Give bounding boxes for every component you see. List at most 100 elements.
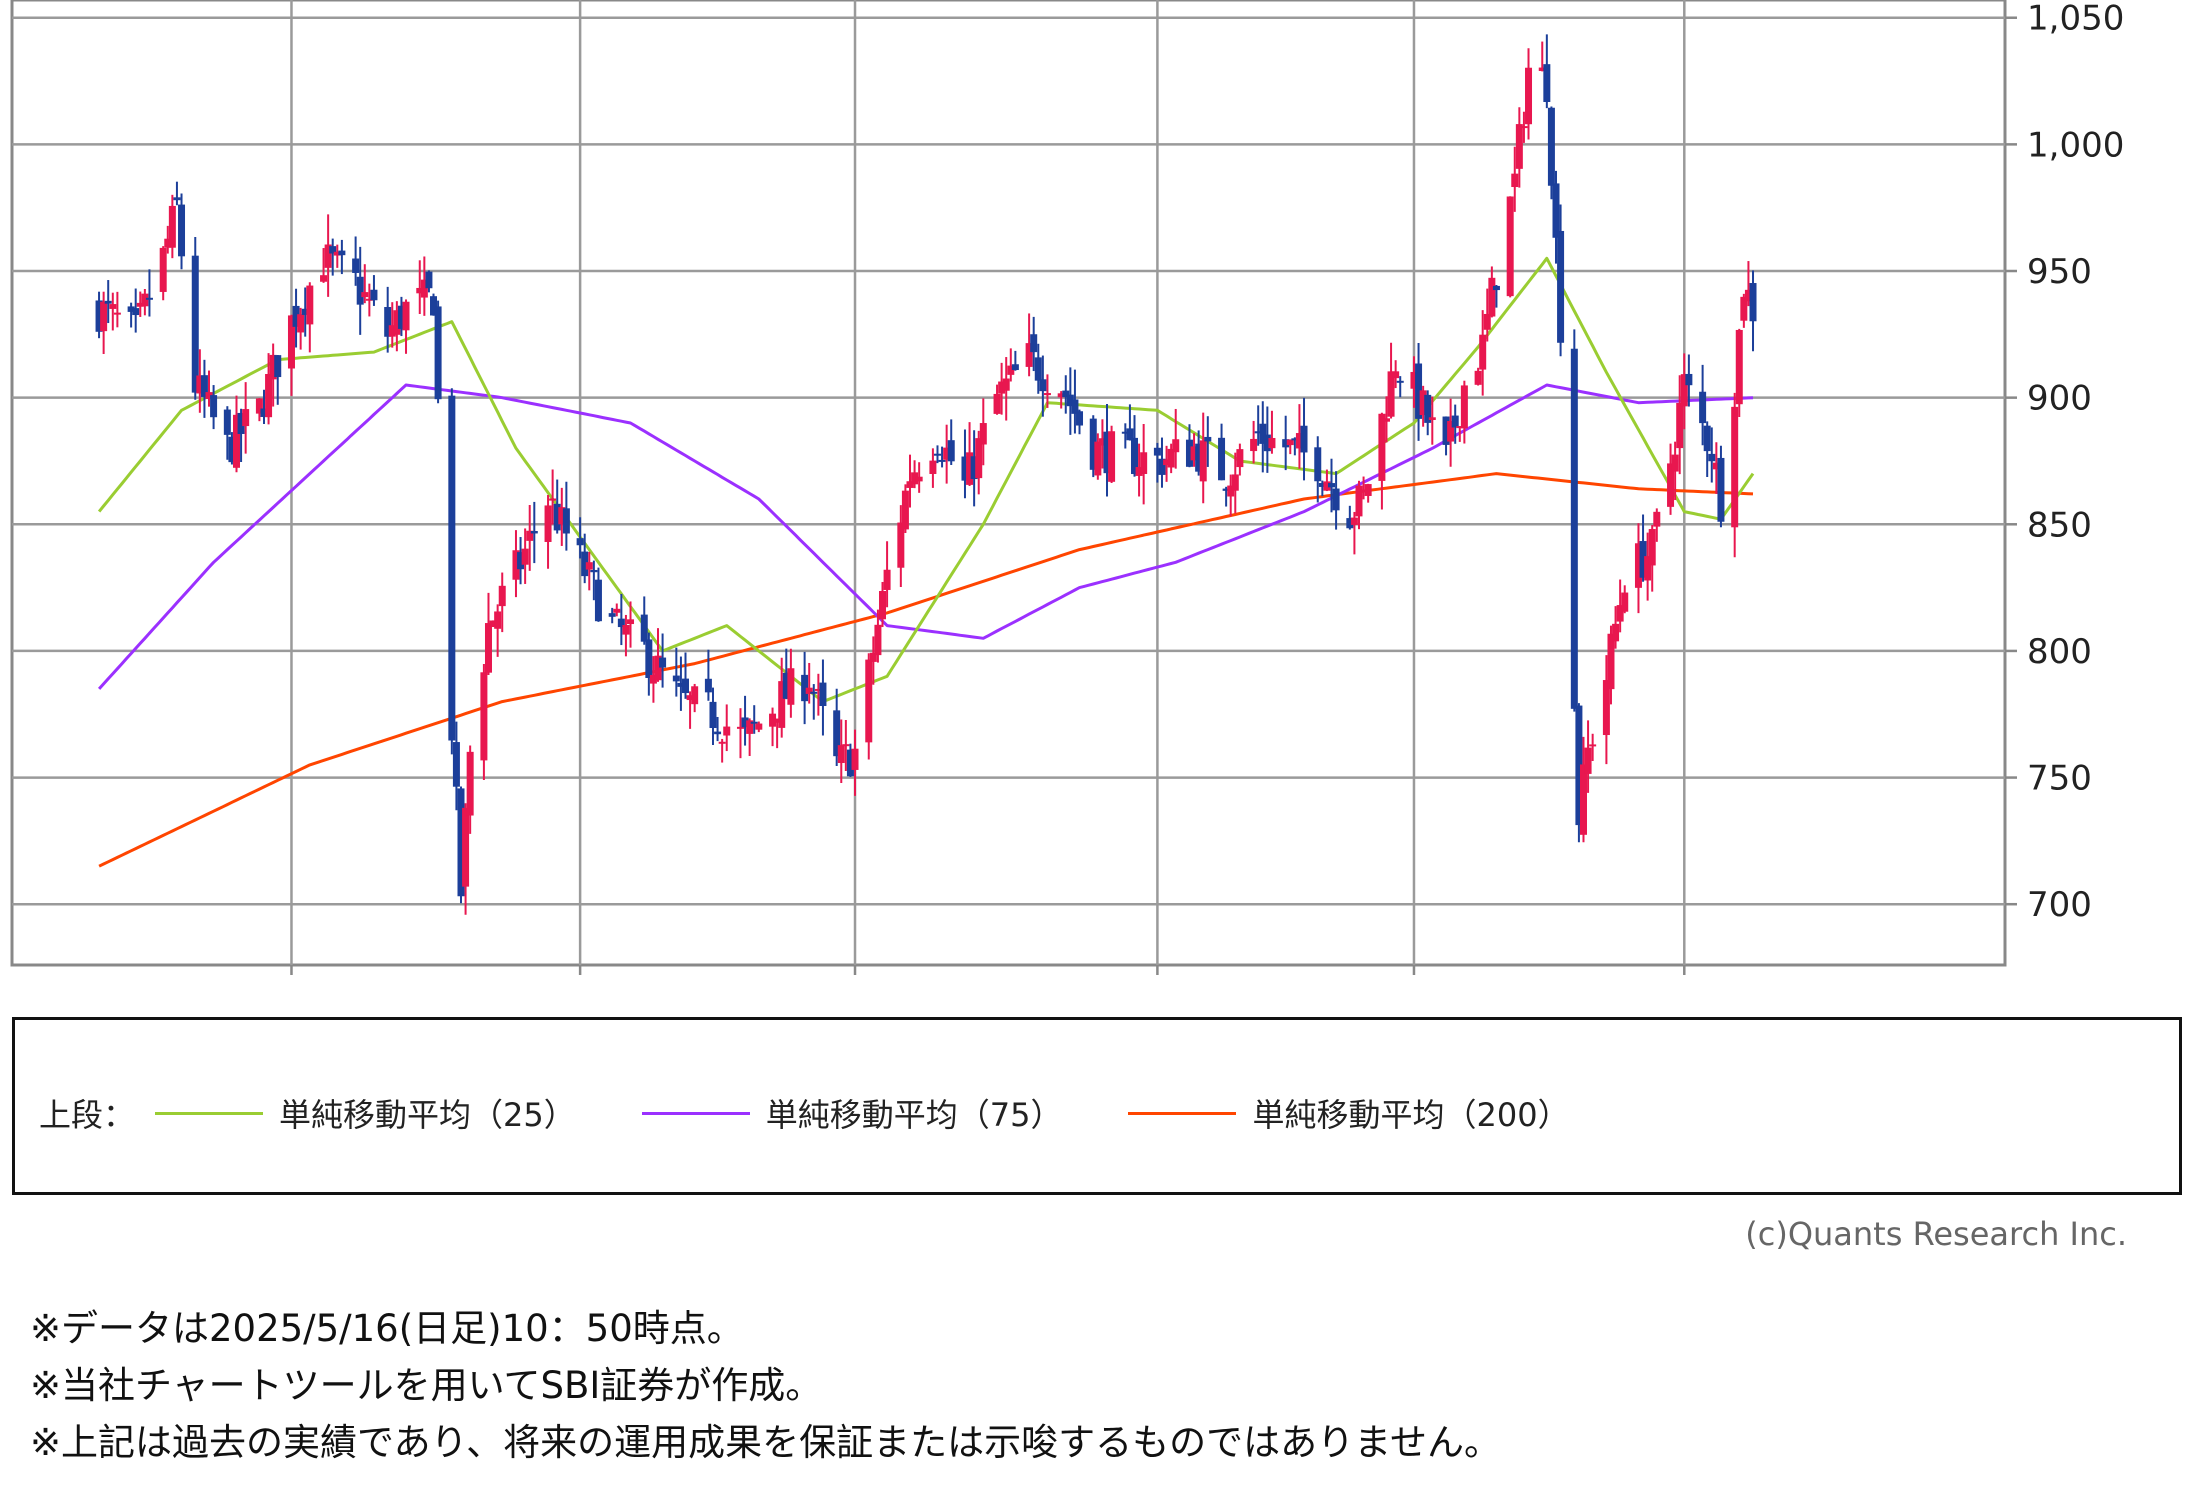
candle-body [943, 447, 951, 460]
candle-body [242, 409, 250, 427]
candle-body [1199, 440, 1207, 482]
ma25-line [97, 256, 1755, 704]
candle-body [617, 618, 625, 628]
legend-item-ma25: 単純移動平均（25） [155, 1090, 576, 1136]
candle-body [778, 681, 786, 728]
candle-body [113, 312, 121, 315]
candle-body [723, 726, 731, 736]
candle-body [494, 611, 502, 629]
candle-body [1602, 680, 1610, 736]
candle-body [1538, 67, 1546, 71]
note-disclaimer: ※上記は過去の実績であり、将来の運用成果を保証または示唆するものではありません。 [30, 1421, 1502, 1464]
candle-body [416, 287, 424, 294]
candle-body [159, 247, 167, 292]
candle-body [1680, 374, 1688, 407]
candle-body [1236, 449, 1244, 468]
candle-body [750, 721, 758, 724]
candle-body [1442, 416, 1450, 445]
candle-body [1360, 489, 1368, 492]
candle-body [549, 498, 557, 501]
candle-body [906, 481, 914, 488]
candle-body [1025, 343, 1033, 367]
candle-body [1515, 124, 1523, 169]
candle-body [1263, 434, 1271, 452]
candle-body [773, 718, 781, 723]
candle-body [810, 691, 818, 694]
candle-body [1057, 393, 1065, 398]
candle-body [1218, 437, 1226, 481]
candle-body [1410, 371, 1418, 389]
candle-body [1172, 439, 1180, 453]
y-axis: 700 750 800 850 900 950 1,000 1,050 [2005, 0, 2124, 925]
price-chart: 700 750 800 850 900 950 1,000 1,050 2024/72024/… [10, 0, 2124, 975]
candle-body [1231, 474, 1239, 491]
candle-body [1158, 458, 1166, 475]
candle-body [420, 279, 428, 298]
candle-body [530, 530, 538, 534]
candle-body [883, 569, 891, 590]
candle-body [1671, 454, 1679, 472]
candle-body [594, 579, 602, 622]
candle-body [1520, 126, 1528, 129]
candle-body [484, 623, 492, 673]
candle-body [814, 688, 822, 691]
candle-body [95, 300, 103, 332]
candle-body [480, 672, 488, 761]
candle-body [865, 659, 873, 743]
candle-body [1007, 365, 1015, 375]
candle-body [1387, 371, 1395, 417]
candle-body [1717, 457, 1725, 522]
candle-body [1108, 431, 1116, 482]
candle-body [210, 395, 218, 418]
candle-body [947, 440, 955, 462]
candle-body [196, 375, 204, 394]
legend-box: 上段： 単純移動平均（25） 単純移動平均（75） 単純移動平均（200） [12, 1017, 2182, 1195]
ma75-line [97, 383, 1754, 690]
candle-body [562, 508, 570, 534]
y-tick-label: 1,000 [2027, 125, 2124, 165]
candle-body [998, 381, 1006, 394]
candle-body [384, 307, 392, 337]
candle-body [297, 314, 305, 333]
candle-body [590, 569, 598, 573]
candle-body [1153, 447, 1161, 456]
candle-body [1552, 183, 1560, 238]
candle-body [966, 452, 974, 485]
candle-body [558, 507, 566, 525]
candle-body [933, 453, 941, 456]
candle-body [191, 255, 199, 393]
y-tick-label: 950 [2027, 252, 2092, 292]
candle-body [1547, 107, 1555, 186]
candle-body [901, 490, 909, 530]
candle-body [1011, 364, 1019, 371]
candle-body [1575, 705, 1583, 826]
candle-body [205, 392, 213, 400]
candle-body [306, 285, 314, 325]
candle-body [526, 530, 534, 541]
legend-label-ma200: 単純移動平均（200） [1252, 1096, 1570, 1134]
candle-body [1447, 420, 1455, 442]
candle-body [1039, 379, 1047, 392]
candle-body [1355, 485, 1363, 517]
candle-body [842, 744, 850, 747]
candle-body [975, 438, 983, 479]
candle-body [237, 412, 245, 434]
candle-body [168, 205, 176, 248]
candle-body [970, 456, 978, 480]
candle-body [200, 375, 208, 397]
candle-body [819, 682, 827, 707]
candle-body [1511, 173, 1519, 188]
candle-body [1648, 529, 1656, 566]
legend-swatch-ma200 [1128, 1111, 1237, 1115]
candle-body [1364, 484, 1372, 496]
candle-body [320, 275, 328, 282]
candle-body [232, 414, 240, 468]
candle-body [833, 710, 841, 757]
candle-body [1282, 439, 1290, 448]
ma200-layer [98, 472, 1754, 868]
candle-body [911, 472, 919, 485]
ma200-line [98, 472, 1754, 868]
candle-body [1634, 543, 1642, 588]
candle-body [1653, 511, 1661, 527]
candle-body [741, 717, 749, 728]
